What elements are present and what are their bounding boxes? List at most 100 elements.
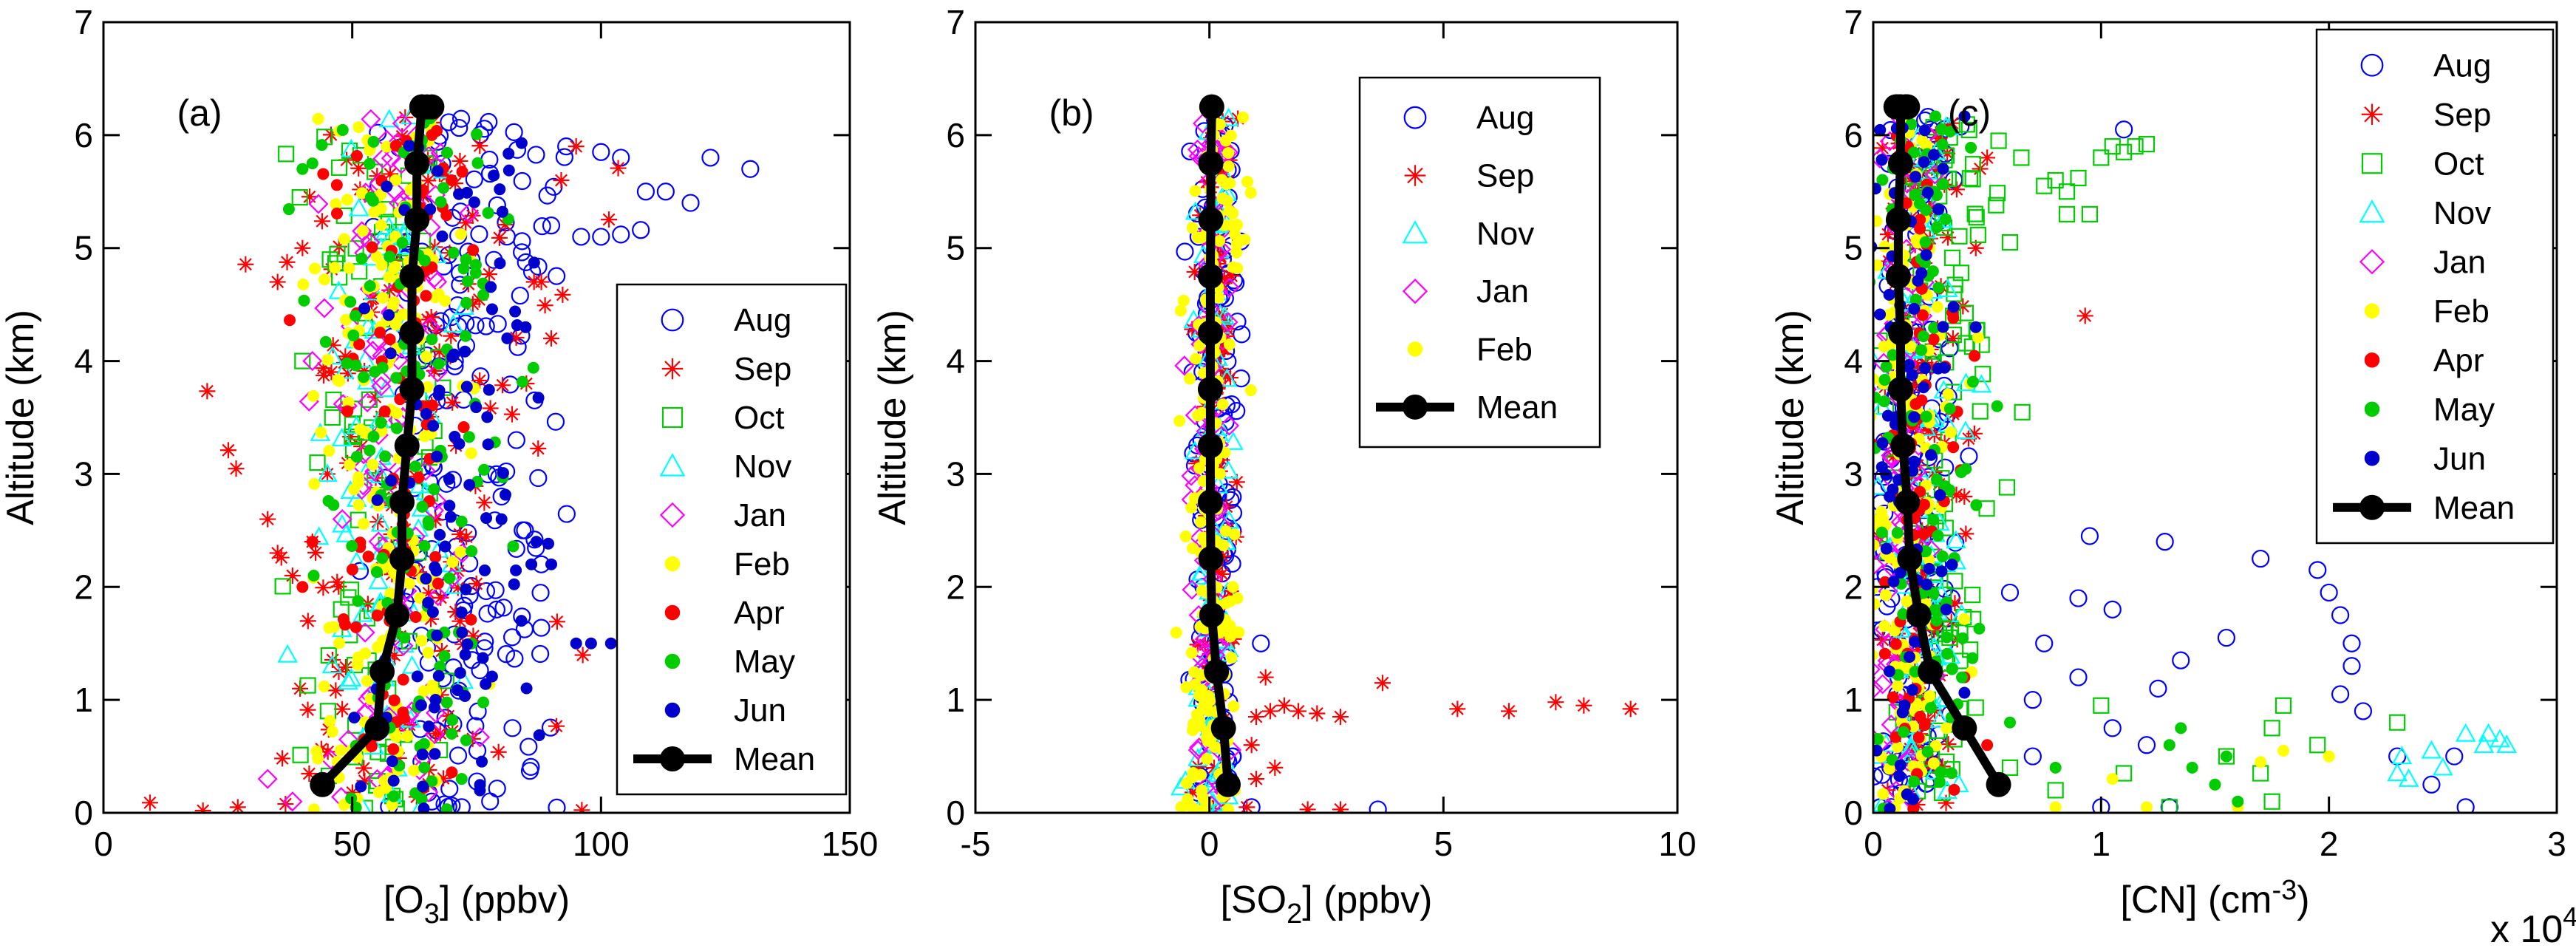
data-point-feb <box>353 122 364 133</box>
data-point-sep <box>1332 801 1349 817</box>
data-point-may <box>472 157 483 168</box>
data-point-apr <box>466 614 477 625</box>
data-point-may <box>1966 142 1977 153</box>
data-point-feb <box>447 556 458 567</box>
data-point-may <box>368 136 379 147</box>
data-point-may <box>461 297 472 308</box>
data-point-may <box>350 310 361 321</box>
data-point-feb <box>318 681 330 692</box>
data-point-feb <box>440 296 451 307</box>
data-point-sep <box>1309 705 1325 721</box>
data-point-jun <box>516 137 527 149</box>
data-point-jun <box>479 565 490 576</box>
data-point-sep <box>471 137 488 154</box>
data-point-jun <box>485 282 497 293</box>
data-point-jun <box>456 607 467 618</box>
data-point-may <box>345 296 356 307</box>
data-point-apr <box>426 129 437 140</box>
legend-label-aug: Aug <box>1476 100 1534 136</box>
data-point-apr <box>1969 350 1980 361</box>
x-axis-label: [O3] (ppbv) <box>384 879 570 930</box>
data-point-may <box>1991 400 2003 412</box>
data-point-feb <box>357 225 368 236</box>
data-point-jun <box>500 489 511 500</box>
x-tick-label: 0 <box>1200 825 1219 863</box>
data-point-may <box>460 330 471 341</box>
data-point-jun <box>528 257 539 268</box>
y-tick-label: 3 <box>1844 454 1863 493</box>
data-point-jun <box>417 749 428 760</box>
data-point-aug <box>1844 777 1861 794</box>
data-point-apr <box>389 695 400 706</box>
data-point-jun <box>497 468 508 479</box>
data-point-may <box>364 445 375 456</box>
data-point-jun <box>386 756 398 767</box>
x-tick-label: 5 <box>1434 825 1454 863</box>
data-point-may <box>1879 375 1890 386</box>
legend-label-aug: Aug <box>734 302 791 338</box>
legend-label-jun: Jun <box>2433 440 2486 477</box>
mean-point <box>395 433 420 458</box>
data-point-may <box>456 516 467 527</box>
data-point-feb <box>322 354 333 365</box>
data-point-may <box>471 129 483 140</box>
data-point-may <box>1946 664 1957 675</box>
data-point-may <box>1967 376 1978 387</box>
data-point-may <box>351 451 362 463</box>
data-point-may <box>1898 726 1909 737</box>
data-point-feb <box>316 427 327 438</box>
data-point-feb <box>1875 506 1887 517</box>
data-point-jun <box>381 181 392 192</box>
data-point-may <box>2209 779 2221 790</box>
data-point-jun <box>503 165 514 176</box>
data-point-may <box>517 376 528 387</box>
data-point-jun <box>1884 491 1895 502</box>
data-point-jun <box>1910 171 1921 183</box>
data-point-jun <box>359 303 370 314</box>
data-point-feb <box>377 293 388 304</box>
data-point-sep <box>220 442 236 458</box>
panel-a: 0 50 100 15001234567[O3] (ppbv)Altitude (km… <box>0 3 878 930</box>
y-axis-label: Altitude (km) <box>871 310 914 525</box>
data-point-jun <box>454 438 465 449</box>
data-point-feb <box>344 262 355 273</box>
data-point-may <box>1876 527 1887 538</box>
data-point-jun <box>432 451 443 462</box>
data-point-feb <box>1175 305 1186 316</box>
legend-label-sep: Sep <box>734 351 791 387</box>
legend-marker-apr <box>665 605 680 620</box>
data-point-aug <box>1857 438 1873 454</box>
data-point-jun <box>372 494 383 505</box>
data-point-may <box>1971 500 1982 511</box>
x-tick-label: 50 <box>333 825 371 863</box>
legend-marker-may <box>665 654 680 669</box>
data-point-jun <box>1921 249 1932 260</box>
data-point-feb <box>1194 720 1205 732</box>
data-point-jun <box>420 573 432 584</box>
data-point-may <box>1942 648 1953 659</box>
data-point-may <box>1944 403 1955 414</box>
legend-label-jan: Jan <box>2433 244 2486 280</box>
y-tick-label: 3 <box>74 454 93 493</box>
data-point-feb <box>1850 154 1861 166</box>
data-point-may <box>456 774 467 785</box>
data-point-jun <box>386 475 397 486</box>
data-point-jun <box>1922 187 1933 198</box>
legend-box <box>617 284 846 794</box>
data-point-feb <box>1224 339 1235 350</box>
data-point-may <box>1974 623 1985 634</box>
data-point-feb <box>324 446 335 457</box>
data-point-may <box>1921 205 1932 216</box>
data-point-may <box>478 697 489 708</box>
data-point-feb <box>1187 222 1198 234</box>
data-point-jun <box>497 206 508 217</box>
data-point-jun <box>457 627 468 638</box>
data-point-nov <box>1841 321 1858 338</box>
data-point-jan <box>1855 495 1873 513</box>
legend-label-nov: Nov <box>734 449 791 485</box>
mean-point <box>1198 377 1223 402</box>
data-point-jun <box>388 775 399 786</box>
data-point-apr <box>388 743 399 754</box>
data-point-jun <box>460 346 471 357</box>
data-point-feb <box>2050 802 2061 813</box>
